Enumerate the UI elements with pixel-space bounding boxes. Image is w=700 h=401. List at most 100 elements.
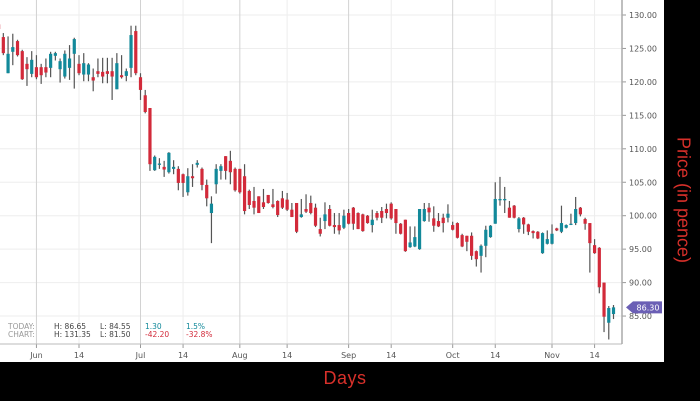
candle-body	[77, 63, 81, 74]
candle-body	[550, 233, 554, 244]
candle-body	[583, 219, 587, 224]
candle-body	[522, 217, 526, 225]
candle-body	[53, 53, 57, 56]
candle-body	[181, 174, 185, 183]
candlestick-chart: 85.00 90.00 95.00 100.00 105.00 110.00 115.00 1…	[0, 0, 662, 360]
candle-body	[517, 218, 521, 230]
candle-body	[110, 71, 114, 77]
candle-body	[105, 71, 109, 74]
candle-body	[474, 251, 478, 260]
candle-body	[129, 35, 133, 68]
candle-body	[238, 168, 242, 193]
last-price-label: 86.30	[637, 303, 660, 312]
candle-body	[224, 156, 228, 171]
candle-body	[328, 209, 332, 226]
candle-body	[91, 77, 95, 81]
y-tick-label: 95.00	[629, 245, 652, 254]
candle-body	[512, 205, 516, 218]
candle-body	[455, 223, 460, 238]
candle-body	[101, 71, 105, 77]
candle-body	[271, 204, 275, 208]
candle-body	[30, 59, 34, 74]
candle-body	[380, 211, 384, 218]
y-tick-label: 125.00	[629, 44, 657, 53]
chart-change-pct: -32.8%	[186, 330, 213, 339]
candle-body	[441, 217, 445, 224]
candle-body	[484, 229, 488, 246]
candle-body	[39, 67, 43, 76]
candle-body	[531, 231, 535, 234]
last-price-tag	[626, 301, 662, 314]
candle-body	[559, 223, 564, 232]
candle-body	[200, 168, 204, 185]
candle-body	[280, 198, 284, 208]
candle-body	[162, 166, 166, 170]
candle-body	[242, 176, 247, 212]
candle-body	[176, 168, 180, 183]
candle-body	[86, 64, 91, 75]
candle-body	[574, 209, 578, 224]
stats-box: TODAY: H: 86.65 L: 84.55 1.30 1.5% CHART…	[7, 322, 213, 339]
candle-body	[370, 219, 374, 226]
candle-body	[276, 200, 280, 216]
candle-body	[313, 207, 318, 226]
candle-body	[451, 225, 455, 230]
candle-body	[20, 51, 24, 80]
candle-body	[1, 37, 5, 54]
candle-body	[153, 156, 157, 171]
x-tick-label: 14	[490, 351, 500, 360]
candle-body	[507, 207, 512, 218]
candle-body	[44, 67, 48, 73]
x-tick-label: 14	[386, 351, 396, 360]
today-change: 1.30	[145, 322, 162, 331]
candle-body	[309, 202, 313, 214]
today-low: L: 84.55	[100, 322, 131, 331]
candle-body	[540, 233, 545, 254]
candle-body	[337, 225, 341, 231]
candle-body	[219, 166, 223, 171]
candle-body	[408, 242, 412, 248]
candle-body	[578, 207, 582, 215]
chart-change: -42.20	[145, 330, 169, 339]
candle-body	[446, 213, 450, 218]
candle-body	[266, 194, 270, 203]
gridlines	[0, 0, 622, 344]
x-tick-label: Jun	[29, 351, 43, 360]
candle-body	[413, 237, 417, 247]
candle-body	[351, 207, 355, 224]
candle-body	[247, 190, 251, 205]
candle-body	[233, 168, 237, 191]
candle-body	[228, 160, 232, 173]
candle-body	[134, 31, 138, 74]
candle-body	[82, 63, 86, 75]
candle-body	[602, 282, 606, 317]
candle-body	[536, 231, 540, 239]
candle-body	[6, 53, 10, 74]
candle-body	[479, 245, 483, 256]
today-label: TODAY:	[7, 322, 35, 331]
y-tick-label: 85.00	[629, 312, 652, 321]
candle-body	[119, 75, 124, 78]
candle-body	[417, 209, 422, 250]
candle-body	[34, 67, 39, 78]
x-tick-label: Sep	[341, 351, 356, 360]
candle-body	[607, 308, 611, 323]
candle-body	[498, 198, 502, 201]
y-tick-label: 120.00	[629, 78, 657, 87]
candle-body	[403, 219, 407, 252]
candle-body	[49, 53, 53, 68]
candle-body	[436, 221, 441, 227]
candle-body	[214, 168, 218, 185]
today-change-pct: 1.5%	[186, 322, 205, 331]
candle-body	[205, 184, 209, 199]
chart-low: L: 81.50	[100, 330, 131, 339]
candle-body	[569, 223, 573, 225]
candle-body	[332, 225, 337, 228]
candle-body	[470, 235, 474, 256]
candle-body	[564, 225, 568, 228]
candle-body	[195, 162, 199, 165]
candle-body	[389, 203, 393, 219]
candle-body	[432, 218, 436, 226]
x-tick-label: Aug	[232, 351, 248, 360]
candle-body	[318, 229, 322, 234]
